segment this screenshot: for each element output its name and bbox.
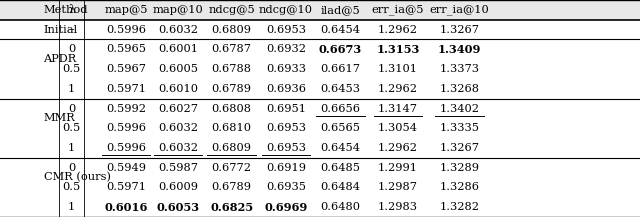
Text: 1.2962: 1.2962 xyxy=(378,143,418,153)
Text: 0.6789: 0.6789 xyxy=(212,182,252,192)
Text: 0.6032: 0.6032 xyxy=(158,123,198,133)
Text: 0.5971: 0.5971 xyxy=(106,182,146,192)
Text: 0.6016: 0.6016 xyxy=(104,202,148,213)
Text: 1.3373: 1.3373 xyxy=(440,64,479,74)
Text: map@10: map@10 xyxy=(152,5,204,15)
Text: 0.5996: 0.5996 xyxy=(106,123,146,133)
Text: 0.6825: 0.6825 xyxy=(210,202,253,213)
Text: 0.6617: 0.6617 xyxy=(321,64,360,74)
Text: CMR (ours): CMR (ours) xyxy=(44,172,111,183)
Text: 1.2987: 1.2987 xyxy=(378,182,418,192)
Text: 1: 1 xyxy=(68,202,76,212)
Text: APDR: APDR xyxy=(44,54,77,64)
Text: Method: Method xyxy=(44,5,88,15)
Text: 0.6787: 0.6787 xyxy=(212,44,252,54)
Text: 1.3153: 1.3153 xyxy=(376,44,420,55)
Text: 0.6789: 0.6789 xyxy=(212,84,252,94)
Text: 1.3267: 1.3267 xyxy=(440,25,479,35)
Text: 0.6951: 0.6951 xyxy=(266,104,306,113)
Text: ilad@5: ilad@5 xyxy=(321,5,360,15)
Text: 0.5949: 0.5949 xyxy=(106,163,146,173)
Text: 0.6919: 0.6919 xyxy=(266,163,306,173)
Text: 1.3054: 1.3054 xyxy=(378,123,418,133)
Text: 1: 1 xyxy=(68,143,76,153)
Text: 0: 0 xyxy=(68,163,76,173)
Text: 0.6053: 0.6053 xyxy=(156,202,200,213)
Text: 0.5996: 0.5996 xyxy=(106,25,146,35)
Text: 0.6027: 0.6027 xyxy=(158,104,198,113)
Text: 0.6032: 0.6032 xyxy=(158,143,198,153)
Text: 1.3282: 1.3282 xyxy=(440,202,479,212)
Text: –: – xyxy=(69,25,74,35)
Text: 0.6953: 0.6953 xyxy=(266,143,306,153)
Text: 0.6484: 0.6484 xyxy=(321,182,360,192)
Text: 0.6032: 0.6032 xyxy=(158,25,198,35)
Text: 1.3286: 1.3286 xyxy=(440,182,479,192)
Bar xyxy=(0,0,640,20)
Text: 0.6809: 0.6809 xyxy=(212,143,252,153)
Text: 0.5971: 0.5971 xyxy=(106,84,146,94)
Text: 0.5996: 0.5996 xyxy=(106,143,146,153)
Text: 0.6454: 0.6454 xyxy=(321,25,360,35)
Text: 0.6772: 0.6772 xyxy=(212,163,252,173)
Text: 0.6001: 0.6001 xyxy=(158,44,198,54)
Text: err_ia@10: err_ia@10 xyxy=(429,5,490,15)
Text: err_ia@5: err_ia@5 xyxy=(372,5,424,15)
Text: 0: 0 xyxy=(68,44,76,54)
Text: 0: 0 xyxy=(68,104,76,113)
Text: 0.6809: 0.6809 xyxy=(212,25,252,35)
Text: 0.5992: 0.5992 xyxy=(106,104,146,113)
Text: Initial: Initial xyxy=(44,25,77,35)
Text: 1.3402: 1.3402 xyxy=(440,104,479,113)
Text: 0.5965: 0.5965 xyxy=(106,44,146,54)
Text: 0.6005: 0.6005 xyxy=(158,64,198,74)
Text: 0.5: 0.5 xyxy=(63,182,81,192)
Text: 0.6454: 0.6454 xyxy=(321,143,360,153)
Text: 0.6673: 0.6673 xyxy=(319,44,362,55)
Text: 0.6953: 0.6953 xyxy=(266,25,306,35)
Text: 0.6453: 0.6453 xyxy=(321,84,360,94)
Text: 0.6009: 0.6009 xyxy=(158,182,198,192)
Text: 0.6808: 0.6808 xyxy=(212,104,252,113)
Text: 0.6935: 0.6935 xyxy=(266,182,306,192)
Text: 0.5: 0.5 xyxy=(63,64,81,74)
Text: 1.2983: 1.2983 xyxy=(378,202,418,212)
Text: 1.3268: 1.3268 xyxy=(440,84,479,94)
Text: 0.5987: 0.5987 xyxy=(158,163,198,173)
Text: 0.6565: 0.6565 xyxy=(321,123,360,133)
Text: 0.6656: 0.6656 xyxy=(321,104,360,113)
Text: ndcg@10: ndcg@10 xyxy=(259,5,313,15)
Text: 1.3335: 1.3335 xyxy=(440,123,479,133)
Text: 0.6480: 0.6480 xyxy=(321,202,360,212)
Text: 0.6485: 0.6485 xyxy=(321,163,360,173)
Text: λ: λ xyxy=(68,5,76,15)
Text: 1.3101: 1.3101 xyxy=(378,64,418,74)
Text: 1: 1 xyxy=(68,84,76,94)
Text: 0.5: 0.5 xyxy=(63,123,81,133)
Text: 0.6788: 0.6788 xyxy=(212,64,252,74)
Text: 1.3289: 1.3289 xyxy=(440,163,479,173)
Text: 0.6936: 0.6936 xyxy=(266,84,306,94)
Text: 0.6969: 0.6969 xyxy=(264,202,308,213)
Text: 0.6933: 0.6933 xyxy=(266,64,306,74)
Text: 0.5967: 0.5967 xyxy=(106,64,146,74)
Text: 1.2962: 1.2962 xyxy=(378,25,418,35)
Text: 1.3267: 1.3267 xyxy=(440,143,479,153)
Text: 0.6932: 0.6932 xyxy=(266,44,306,54)
Text: MMR: MMR xyxy=(44,113,76,123)
Text: 1.3147: 1.3147 xyxy=(378,104,418,113)
Text: 1.3409: 1.3409 xyxy=(438,44,481,55)
Text: map@5: map@5 xyxy=(104,5,148,15)
Text: 0.6953: 0.6953 xyxy=(266,123,306,133)
Text: 0.6010: 0.6010 xyxy=(158,84,198,94)
Text: ndcg@5: ndcg@5 xyxy=(208,5,255,15)
Text: 1.2962: 1.2962 xyxy=(378,84,418,94)
Text: 0.6810: 0.6810 xyxy=(212,123,252,133)
Text: 1.2991: 1.2991 xyxy=(378,163,418,173)
